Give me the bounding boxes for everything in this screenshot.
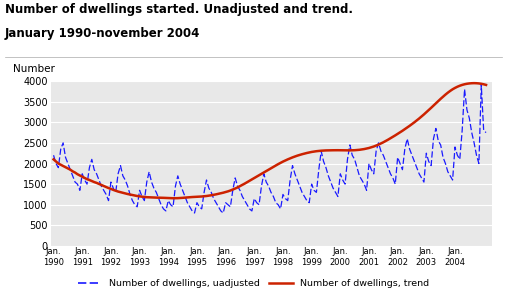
Text: Number: Number: [13, 64, 55, 74]
Text: January 1990-november 2004: January 1990-november 2004: [5, 27, 200, 40]
Legend: Number of dwellings, uadjusted, Number of dwellings, trend: Number of dwellings, uadjusted, Number o…: [74, 276, 433, 292]
Text: Number of dwellings started. Unadjusted and trend.: Number of dwellings started. Unadjusted …: [5, 3, 353, 16]
